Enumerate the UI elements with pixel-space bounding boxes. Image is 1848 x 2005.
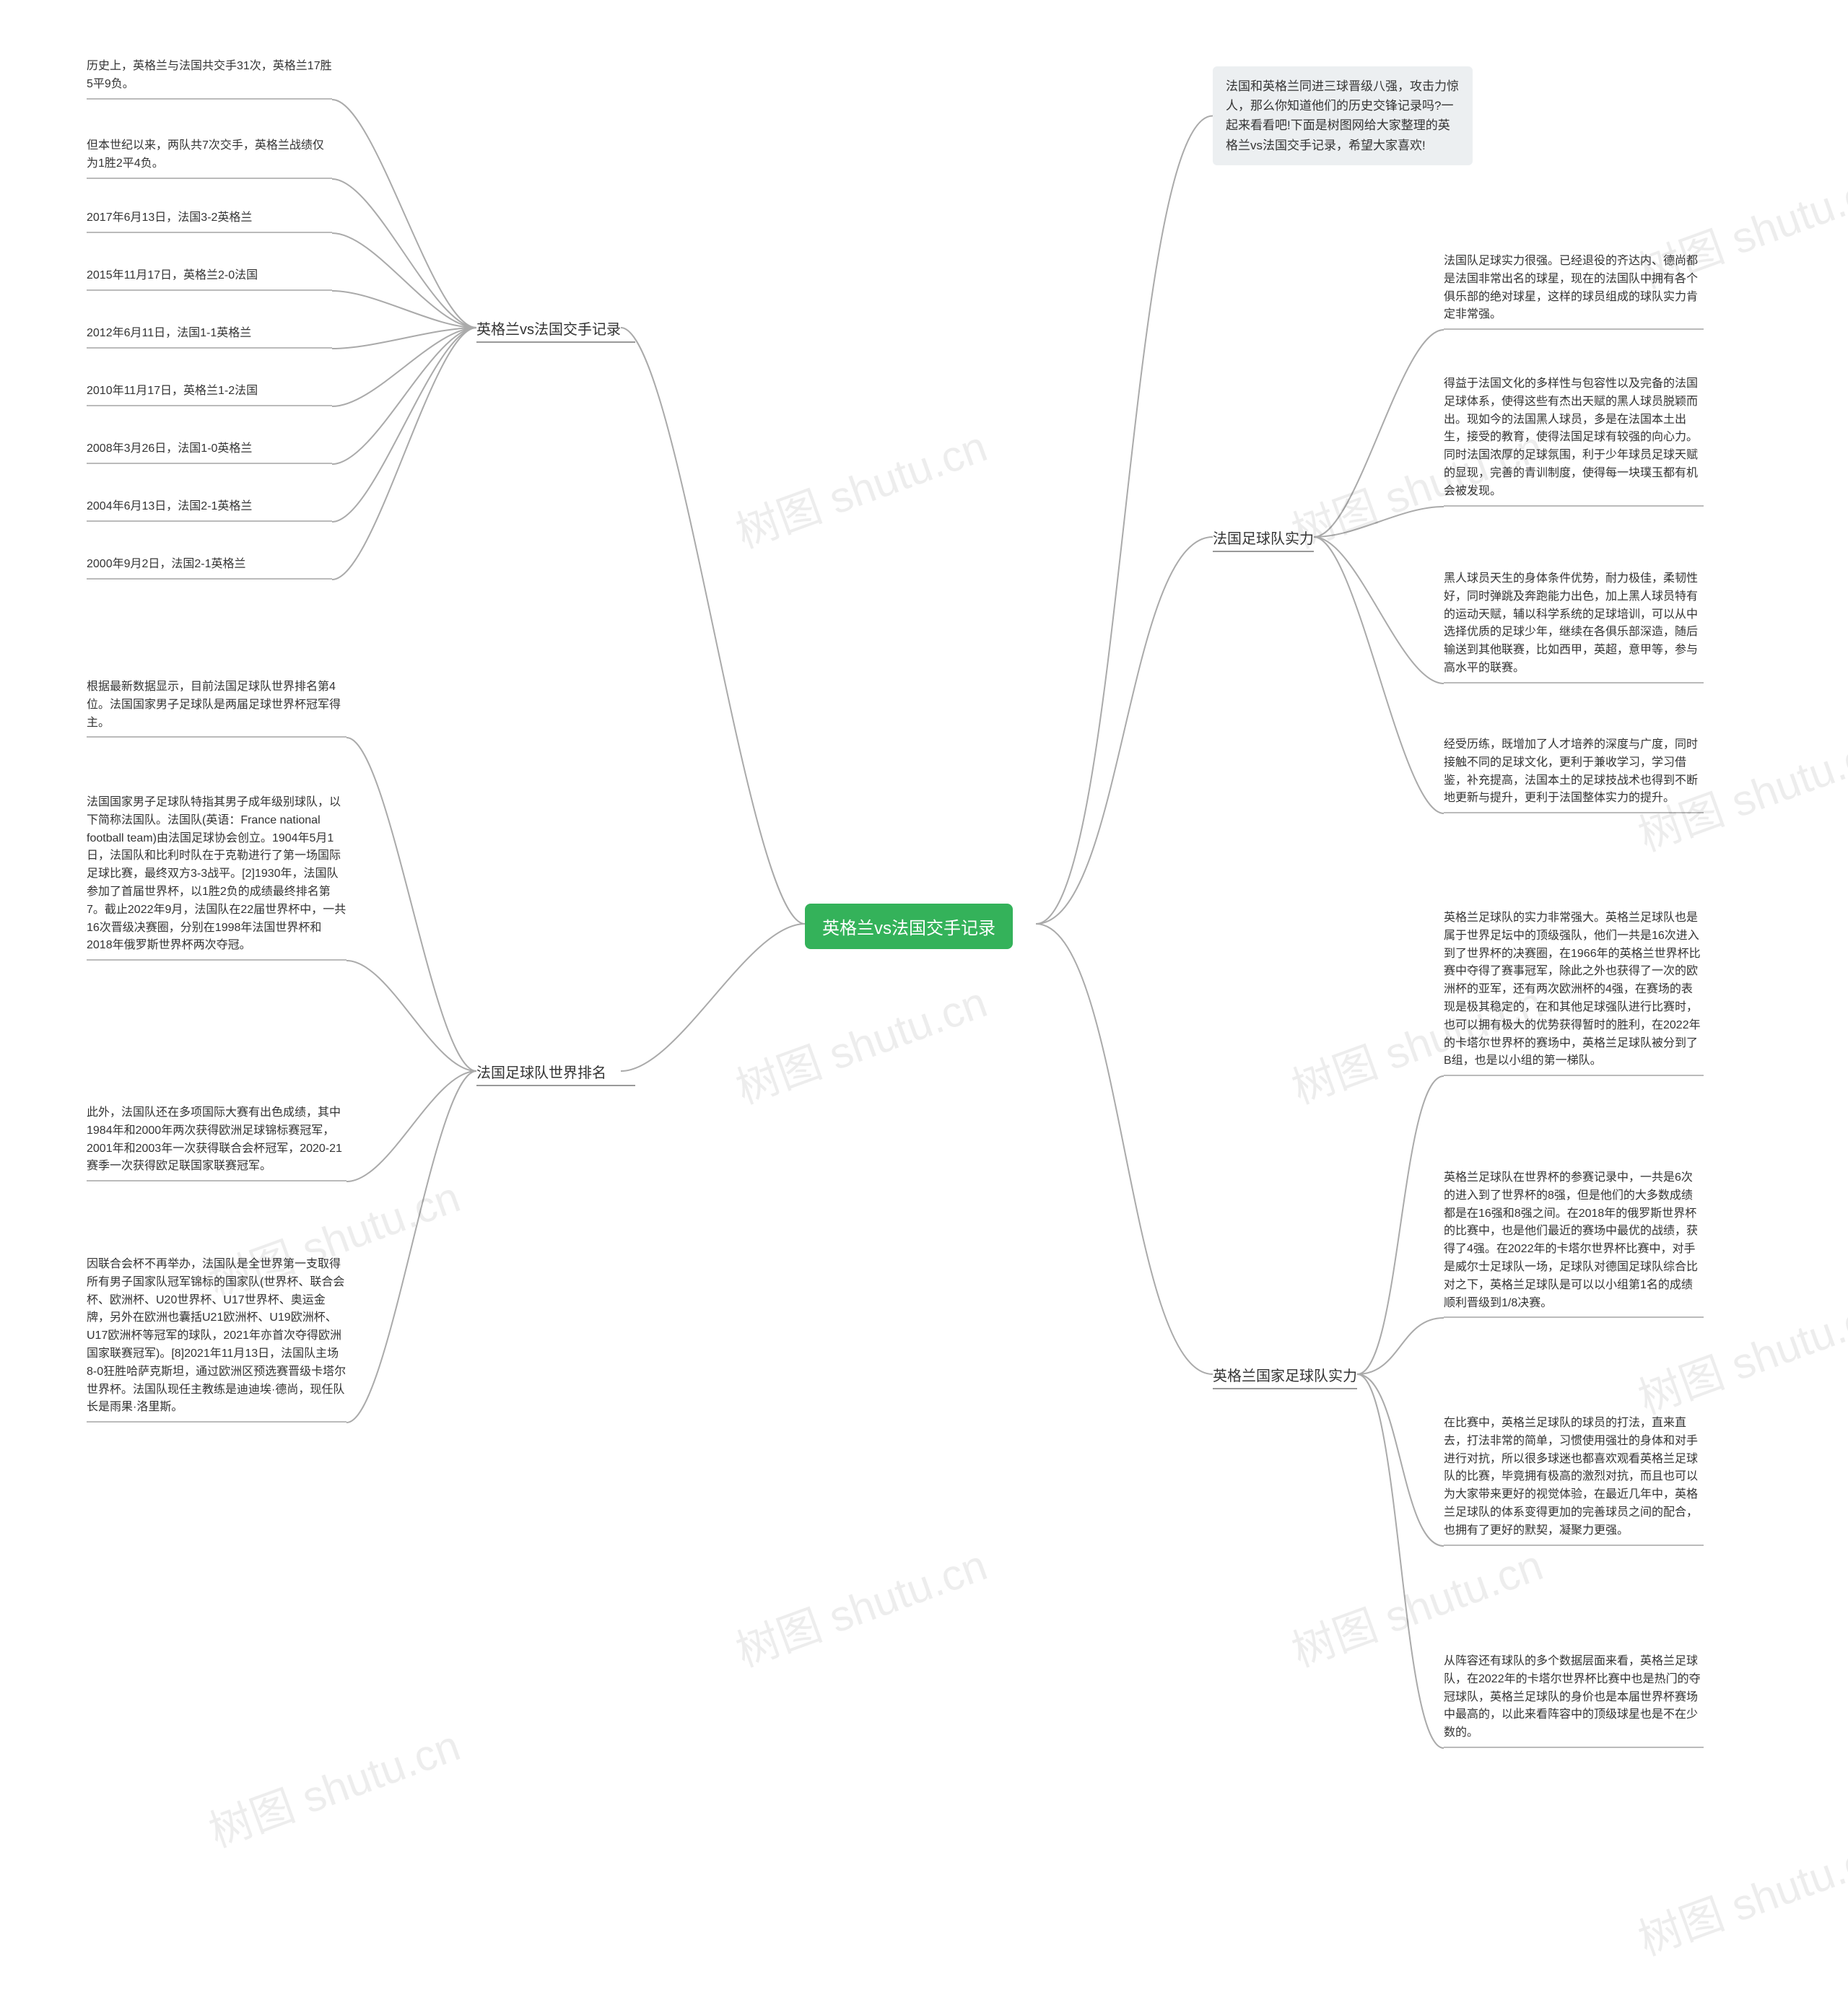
leaf-node: 法国国家男子足球队特指其男子成年级别球队，以下简称法国队。法国队(英语：Fran… (87, 794, 346, 961)
intro-box: 法国和英格兰同进三球晋级八强，攻击力惊人，那么你知道他们的历史交锋记录吗?一起来… (1213, 66, 1473, 165)
leaf-node: 在比赛中，英格兰足球队的球员的打法，直来直去，打法非常的简单，习惯使用强壮的身体… (1444, 1415, 1704, 1546)
branch-node: 法国足球队世界排名 (476, 1061, 635, 1086)
branch-node: 英格兰vs法国交手记录 (476, 318, 635, 343)
watermark-text: 树图 shutu.cn (199, 1711, 467, 1859)
leaf-node: 法国队足球实力很强。已经退役的齐达内、德尚都是法国非常出名的球星，现在的法国队中… (1444, 253, 1704, 330)
leaf-node: 2000年9月2日，法国2-1英格兰 (87, 556, 332, 580)
leaf-node: 因联合会杯不再举办，法国队是全世界第一支取得所有男子国家队冠军锦标的国家队(世界… (87, 1256, 346, 1423)
leaf-node: 黑人球员天生的身体条件优势，耐力极佳，柔韧性好，同时弹跳及奔跑能力出色，加上黑人… (1444, 570, 1704, 683)
leaf-node: 但本世纪以来，两队共7次交手，英格兰战绩仅为1胜2平4负。 (87, 137, 332, 179)
center-label: 英格兰vs法国交手记录 (822, 919, 995, 938)
intro-text: 法国和英格兰同进三球晋级八强，攻击力惊人，那么你知道他们的历史交锋记录吗?一起来… (1226, 79, 1459, 152)
leaf-node: 英格兰足球队的实力非常强大。英格兰足球队也是属于世界足坛中的顶级强队，他们一共是… (1444, 909, 1704, 1076)
leaf-node: 历史上，英格兰与法国共交手31次，英格兰17胜5平9负。 (87, 58, 332, 100)
leaf-node: 根据最新数据显示，目前法国足球队世界排名第4位。法国国家男子足球队是两届足球世界… (87, 678, 346, 738)
center-node: 英格兰vs法国交手记录 (805, 904, 1013, 949)
watermark-text: 树图 shutu.cn (726, 1530, 994, 1679)
leaf-node: 2010年11月17日，英格兰1-2法国 (87, 383, 332, 406)
mindmap-canvas: 英格兰vs法国交手记录 法国和英格兰同进三球晋级八强，攻击力惊人，那么你知道他们… (0, 0, 1848, 2005)
watermark-text: 树图 shutu.cn (726, 967, 994, 1116)
branch-node: 法国足球队实力 (1213, 527, 1314, 552)
leaf-node: 此外，法国队还在多项国际大赛有出色成绩，其中1984年和2000年两次获得欧洲足… (87, 1104, 346, 1181)
leaf-node: 英格兰足球队在世界杯的参赛记录中，一共是6次的进入到了世界杯的8强，但是他们的大… (1444, 1169, 1704, 1318)
leaf-node: 从阵容还有球队的多个数据层面来看，英格兰足球队，在2022年的卡塔尔世界杯比赛中… (1444, 1653, 1704, 1748)
leaf-node: 2012年6月11日，法国1-1英格兰 (87, 325, 332, 349)
watermark-text: 树图 shutu.cn (726, 411, 994, 560)
leaf-node: 2008年3月26日，法国1-0英格兰 (87, 440, 332, 464)
leaf-node: 2017年6月13日，法国3-2英格兰 (87, 209, 332, 233)
leaf-node: 2015年11月17日，英格兰2-0法国 (87, 267, 332, 291)
leaf-node: 得益于法国文化的多样性与包容性以及完备的法国足球体系，使得这些有杰出天赋的黑人球… (1444, 375, 1704, 507)
branch-node: 英格兰国家足球队实力 (1213, 1364, 1357, 1389)
watermark-text: 树图 shutu.cn (1629, 1819, 1848, 1967)
leaf-node: 2004年6月13日，法国2-1英格兰 (87, 498, 332, 522)
leaf-node: 经受历练，既增加了人才培养的深度与广度，同时接触不同的足球文化，更利于兼收学习，… (1444, 736, 1704, 813)
